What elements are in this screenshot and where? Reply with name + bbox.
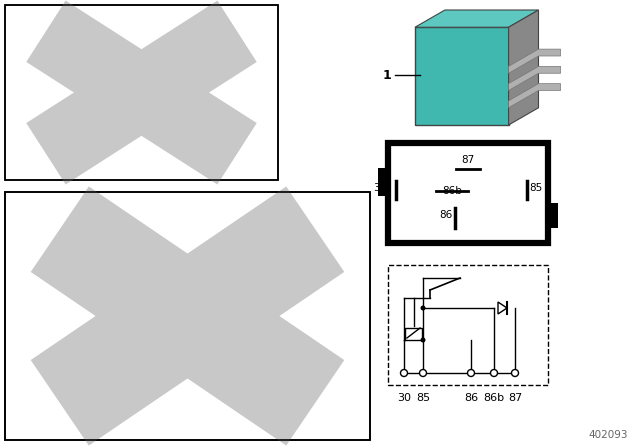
Text: 1: 1 <box>382 69 391 82</box>
Bar <box>378 168 390 196</box>
Text: 87: 87 <box>508 393 522 403</box>
Polygon shape <box>509 49 561 73</box>
Circle shape <box>401 370 408 376</box>
Polygon shape <box>509 10 538 125</box>
Bar <box>405 328 422 340</box>
Text: 30: 30 <box>397 393 411 403</box>
Bar <box>415 27 509 125</box>
Polygon shape <box>415 10 538 27</box>
Polygon shape <box>509 66 561 90</box>
Circle shape <box>420 306 426 310</box>
Text: 87: 87 <box>461 155 475 165</box>
Text: 86: 86 <box>439 210 452 220</box>
Bar <box>5 5 278 180</box>
Bar <box>388 143 548 243</box>
Text: 86: 86 <box>464 393 478 403</box>
Bar <box>5 192 370 440</box>
Circle shape <box>420 337 426 343</box>
Text: 30: 30 <box>373 183 386 193</box>
Circle shape <box>490 370 497 376</box>
Text: 86b: 86b <box>483 393 504 403</box>
Bar <box>5 5 278 180</box>
Bar <box>546 203 558 228</box>
Bar <box>388 265 548 385</box>
Text: 86b: 86b <box>442 186 462 196</box>
Circle shape <box>419 370 426 376</box>
Text: 85: 85 <box>416 393 430 403</box>
Circle shape <box>511 370 518 376</box>
Polygon shape <box>498 302 507 314</box>
Text: 402093: 402093 <box>589 430 628 440</box>
Bar <box>5 192 370 440</box>
Text: 85: 85 <box>529 183 543 193</box>
Circle shape <box>467 370 474 376</box>
Polygon shape <box>509 84 561 108</box>
